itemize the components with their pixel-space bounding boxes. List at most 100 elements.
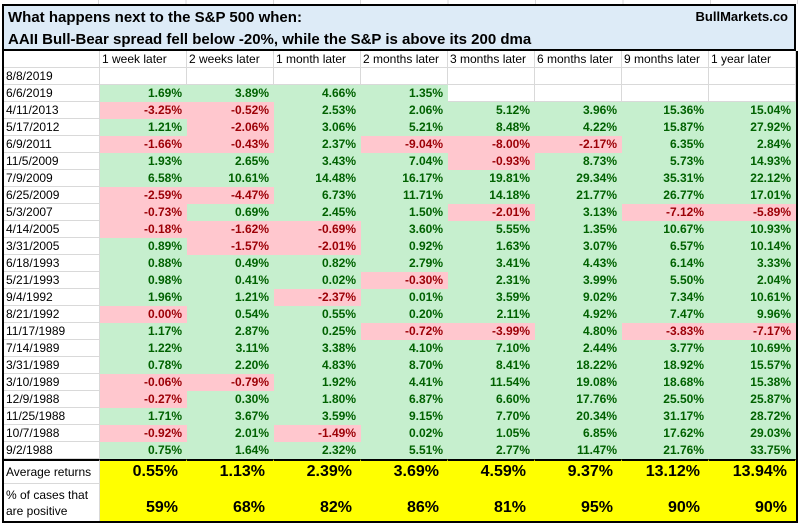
return-cell: -0.93% bbox=[448, 153, 535, 170]
return-cell bbox=[187, 68, 274, 85]
return-cell: -0.30% bbox=[361, 272, 448, 289]
return-cell: 7.10% bbox=[448, 340, 535, 357]
return-cell: 1.22% bbox=[100, 340, 187, 357]
return-cell: 1.21% bbox=[187, 289, 274, 306]
return-cell: 1.50% bbox=[361, 204, 448, 221]
return-cell: 33.75% bbox=[709, 442, 796, 459]
row-date: 6/18/1993 bbox=[4, 255, 100, 272]
return-cell: -3.83% bbox=[622, 323, 709, 340]
return-cell: 3.59% bbox=[274, 408, 361, 425]
return-cell: 1.17% bbox=[100, 323, 187, 340]
return-cell bbox=[622, 85, 709, 102]
return-cell: 19.08% bbox=[535, 374, 622, 391]
percent-positive-label: % of cases that are positive bbox=[4, 484, 100, 521]
return-cell: 4.66% bbox=[274, 85, 361, 102]
return-cell: 6.14% bbox=[622, 255, 709, 272]
return-cell: 0.54% bbox=[187, 306, 274, 323]
return-cell: 14.18% bbox=[448, 187, 535, 204]
return-cell: 2.06% bbox=[361, 102, 448, 119]
table-row: 8/8/2019 bbox=[4, 68, 796, 85]
return-cell: 2.20% bbox=[187, 357, 274, 374]
return-cell: 18.68% bbox=[622, 374, 709, 391]
return-cell: 1.05% bbox=[448, 425, 535, 442]
average-value-cell: 0.55% bbox=[100, 459, 187, 484]
return-cell: 14.93% bbox=[709, 153, 796, 170]
return-cell: 3.96% bbox=[535, 102, 622, 119]
average-value-cell: 3.69% bbox=[361, 459, 448, 484]
return-cell: 0.89% bbox=[100, 238, 187, 255]
return-cell: 8.41% bbox=[448, 357, 535, 374]
return-cell: 3.06% bbox=[274, 119, 361, 136]
row-date: 10/7/1988 bbox=[4, 425, 100, 442]
return-cell: 31.17% bbox=[622, 408, 709, 425]
average-row: Average returns 0.55% 1.13% 2.39% 3.69% 4.59… bbox=[4, 459, 796, 484]
return-cell: 0.78% bbox=[100, 357, 187, 374]
table-row: 4/11/2013 -3.25% -0.52% 2.53% 2.06% 5.12% 3.96… bbox=[4, 102, 796, 119]
return-cell: 1.21% bbox=[100, 119, 187, 136]
corner-cell bbox=[4, 51, 100, 68]
return-cell: 4.80% bbox=[535, 323, 622, 340]
return-cell: 2.11% bbox=[448, 306, 535, 323]
return-cell: 9.15% bbox=[361, 408, 448, 425]
return-cell: 10.67% bbox=[622, 221, 709, 238]
return-cell: 8.73% bbox=[535, 153, 622, 170]
return-cell: 5.73% bbox=[622, 153, 709, 170]
return-cell: 3.77% bbox=[622, 340, 709, 357]
row-date: 5/21/1993 bbox=[4, 272, 100, 289]
return-cell: -1.62% bbox=[187, 221, 274, 238]
return-cell: 0.02% bbox=[361, 425, 448, 442]
return-cell: 2.77% bbox=[448, 442, 535, 459]
return-cell: 0.25% bbox=[274, 323, 361, 340]
row-date: 3/31/1989 bbox=[4, 357, 100, 374]
return-cell: 15.04% bbox=[709, 102, 796, 119]
column-header: 9 months later bbox=[622, 51, 709, 68]
row-date: 3/31/2005 bbox=[4, 238, 100, 255]
return-cell: -2.01% bbox=[274, 238, 361, 255]
return-cell bbox=[535, 85, 622, 102]
return-cell: -1.66% bbox=[100, 136, 187, 153]
return-cell: 0.55% bbox=[274, 306, 361, 323]
row-date: 7/9/2009 bbox=[4, 170, 100, 187]
table-row: 8/21/1992 0.00% 0.54% 0.55% 0.20% 2.11% 4.92% 7… bbox=[4, 306, 796, 323]
return-cell: 18.22% bbox=[535, 357, 622, 374]
return-cell: 15.87% bbox=[622, 119, 709, 136]
percent-positive-value-cell: 95% bbox=[535, 484, 622, 521]
return-cell: 18.92% bbox=[622, 357, 709, 374]
table-row: 3/10/1989 -0.06% -0.79% 1.92% 4.41% 11.54% 19.… bbox=[4, 374, 796, 391]
return-cell: 2.45% bbox=[274, 204, 361, 221]
return-cell: 0.98% bbox=[100, 272, 187, 289]
percent-positive-label-line1: % of cases that bbox=[6, 487, 89, 502]
return-cell: 6.87% bbox=[361, 391, 448, 408]
row-date: 12/9/1988 bbox=[4, 391, 100, 408]
return-cell: 29.03% bbox=[709, 425, 796, 442]
return-cell: 1.69% bbox=[100, 85, 187, 102]
return-cell: 4.22% bbox=[535, 119, 622, 136]
table-row: 5/3/2007 -0.73% 0.69% 2.45% 1.50% -2.01% 3.13%… bbox=[4, 204, 796, 221]
row-date: 11/5/2009 bbox=[4, 153, 100, 170]
return-cell: 0.88% bbox=[100, 255, 187, 272]
return-cell: 0.49% bbox=[187, 255, 274, 272]
return-cell: 0.41% bbox=[187, 272, 274, 289]
return-cell: 0.00% bbox=[100, 306, 187, 323]
return-cell: 11.71% bbox=[361, 187, 448, 204]
row-date: 9/2/1988 bbox=[4, 442, 100, 459]
return-cell: 19.81% bbox=[448, 170, 535, 187]
column-header-row: 1 week later 2 weeks later 1 month later 2 … bbox=[4, 51, 796, 68]
row-date: 4/14/2005 bbox=[4, 221, 100, 238]
return-cell bbox=[709, 85, 796, 102]
return-cell: 1.63% bbox=[448, 238, 535, 255]
return-cell: 2.32% bbox=[274, 442, 361, 459]
return-cell: 7.04% bbox=[361, 153, 448, 170]
return-cell: 2.01% bbox=[187, 425, 274, 442]
row-date: 8/21/1992 bbox=[4, 306, 100, 323]
return-cell: 0.30% bbox=[187, 391, 274, 408]
return-cell: 2.65% bbox=[187, 153, 274, 170]
return-cell: -0.72% bbox=[361, 323, 448, 340]
row-date: 6/6/2019 bbox=[4, 85, 100, 102]
return-cell: 3.59% bbox=[448, 289, 535, 306]
average-value-cell: 13.12% bbox=[622, 459, 709, 484]
return-cell: 27.92% bbox=[709, 119, 796, 136]
table-row: 3/31/1989 0.78% 2.20% 4.83% 8.70% 8.41% 18.22%… bbox=[4, 357, 796, 374]
return-cell: 1.80% bbox=[274, 391, 361, 408]
